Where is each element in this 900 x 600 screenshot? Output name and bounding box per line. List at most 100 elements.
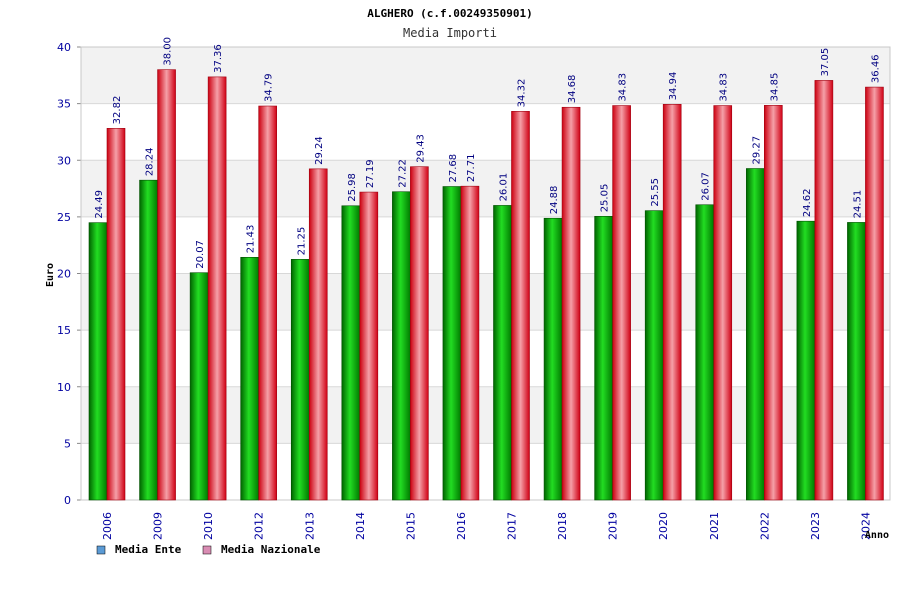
x-tick-label: 2024 (859, 512, 872, 540)
bar-media-nazionale-2013 (308, 168, 328, 501)
bar-media-nazionale-2016 (460, 185, 480, 501)
bar-media-ente-2021 (695, 204, 715, 501)
x-tick-label: 2013 (303, 512, 316, 540)
x-tick-label: 2006 (101, 512, 114, 540)
bar-media-nazionale-2018 (561, 106, 581, 501)
bar-media-ente-2006 (88, 222, 108, 501)
y-tick-label: 10 (57, 381, 71, 394)
x-axis-title: Anno (865, 530, 889, 541)
y-tick-label: 25 (57, 211, 71, 224)
x-tick-label: 2015 (404, 512, 417, 540)
value-label: 26.01 (499, 173, 510, 202)
y-tick-label: 20 (57, 268, 71, 281)
bar-media-ente-2009 (139, 179, 158, 501)
bar-media-ente-2020 (644, 210, 664, 501)
value-label: 34.83 (618, 73, 629, 102)
x-tick-label: 2014 (354, 512, 367, 540)
x-tick-label: 2012 (253, 512, 266, 540)
x-tick-label: 2009 (152, 512, 165, 540)
value-label: 38.00 (163, 37, 174, 66)
value-label: 21.25 (296, 227, 307, 256)
value-label: 36.46 (870, 54, 881, 83)
value-label: 32.82 (112, 96, 123, 125)
bar-media-ente-2018 (543, 217, 563, 501)
bar-media-nazionale-2006 (106, 128, 126, 501)
y-tick-label: 35 (57, 98, 71, 111)
x-tick-label: 2023 (809, 512, 822, 540)
bar-media-ente-2013 (290, 259, 310, 501)
bar-media-nazionale-2020 (662, 104, 682, 501)
value-label: 25.05 (600, 184, 611, 213)
bar-media-nazionale-2022 (764, 105, 783, 501)
value-label: 25.98 (347, 173, 358, 202)
value-label: 29.43 (415, 134, 426, 163)
bar-media-ente-2022 (746, 168, 765, 501)
bar-media-ente-2014 (341, 205, 361, 501)
y-axis-title: Euro (45, 263, 56, 287)
x-tick-label: 2018 (556, 512, 569, 540)
x-tick-label: 2020 (657, 512, 670, 540)
value-label: 27.22 (397, 159, 408, 188)
bar-media-ente-2010 (189, 272, 209, 501)
value-label: 25.55 (650, 178, 661, 207)
value-label: 20.07 (195, 240, 206, 269)
value-label: 34.68 (567, 75, 578, 104)
bar-media-ente-2019 (594, 216, 613, 501)
x-tick-label: 2021 (708, 512, 721, 540)
value-label: 34.85 (769, 73, 780, 102)
value-label: 27.68 (448, 154, 459, 183)
y-tick-label: 15 (57, 324, 71, 337)
plot-frame (80, 46, 891, 501)
x-tick-label: 2019 (607, 512, 620, 540)
value-label: 34.32 (517, 79, 528, 108)
bar-media-nazionale-2014 (359, 191, 379, 501)
value-label: 24.51 (852, 190, 863, 219)
legend: Media Ente Media Nazionale (96, 543, 321, 556)
value-label: 24.49 (94, 190, 105, 219)
bars (88, 69, 884, 501)
value-labels: 24.49 32.82 28.24 38.00 20.07 37.36 21.43 34.79… (94, 37, 881, 269)
bar-media-nazionale-2012 (258, 105, 277, 501)
value-label: 29.27 (751, 136, 762, 165)
bar-media-nazionale-2017 (511, 111, 530, 501)
axes (77, 46, 891, 501)
chart-title: ALGHERO (c.f.00249350901) (367, 7, 533, 20)
bar-media-nazionale-2015 (410, 166, 429, 501)
tick-labels: 0 5 10 15 20 25 30 35 40 2006 2009 2010 2012 2013 2014… (57, 41, 872, 540)
bar-media-nazionale-2021 (713, 105, 733, 501)
value-label: 27.19 (365, 159, 376, 188)
value-label: 24.88 (549, 186, 560, 215)
value-label: 26.07 (701, 172, 712, 201)
value-label: 37.36 (213, 44, 224, 73)
y-tick-label: 30 (57, 154, 71, 167)
value-label: 34.94 (668, 72, 679, 101)
bar-media-nazionale-2010 (207, 76, 227, 501)
bar-media-ente-2024 (847, 222, 866, 501)
y-tick-label: 0 (64, 494, 71, 507)
y-tick-label: 40 (57, 41, 71, 54)
value-label: 29.24 (314, 136, 325, 165)
y-tick-label: 5 (64, 437, 71, 450)
bar-media-nazionale-2024 (865, 86, 884, 501)
bar-media-ente-2017 (493, 205, 512, 501)
bar-media-nazionale-2019 (612, 105, 631, 501)
value-label: 27.71 (466, 154, 477, 183)
chart-subtitle: Media Importi (403, 26, 497, 40)
bar-media-ente-2012 (240, 257, 259, 501)
value-label: 21.43 (246, 225, 257, 254)
value-label: 24.62 (802, 189, 813, 218)
legend-swatch-media-ente (96, 545, 106, 555)
value-label: 37.05 (820, 48, 831, 77)
legend-swatch-media-nazionale (202, 545, 212, 555)
value-label: 34.83 (719, 73, 730, 102)
x-tick-label: 2017 (506, 512, 519, 540)
bar-media-ente-2016 (442, 186, 462, 501)
x-tick-label: 2022 (758, 512, 771, 540)
x-tick-label: 2016 (455, 512, 468, 540)
bar-media-nazionale-2009 (157, 69, 176, 501)
legend-label-media-ente: Media Ente (115, 543, 182, 556)
bar-media-nazionale-2023 (814, 80, 834, 501)
value-label: 28.24 (145, 148, 156, 177)
value-label: 34.79 (264, 73, 275, 102)
